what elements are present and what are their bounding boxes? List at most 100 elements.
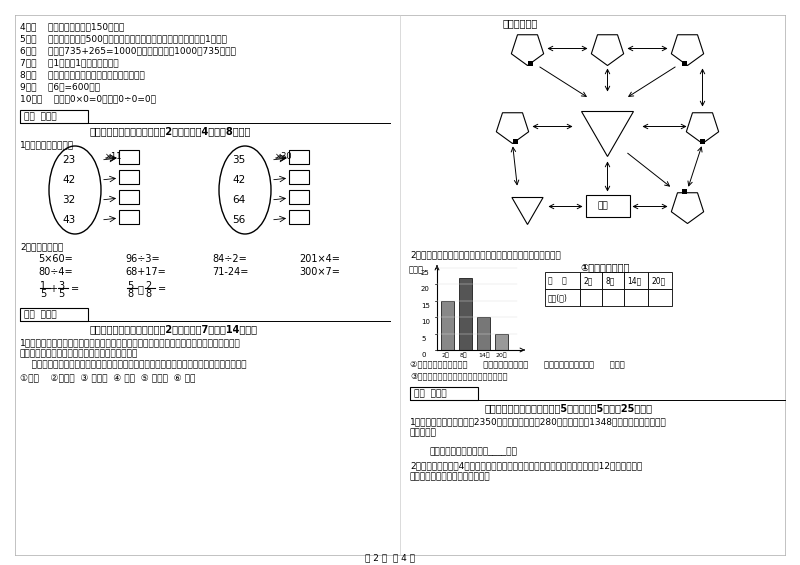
Text: 8时: 8时 xyxy=(460,352,468,358)
Text: 书多少本？: 书多少本？ xyxy=(410,428,437,437)
Text: 14时: 14时 xyxy=(478,352,490,358)
Text: ③实际算一算，这天的平均气温是多少度？: ③实际算一算，这天的平均气温是多少度？ xyxy=(410,371,507,380)
Bar xyxy=(580,289,602,306)
Text: 1: 1 xyxy=(40,281,46,291)
Bar xyxy=(289,210,309,224)
Bar xyxy=(459,278,472,350)
Text: 手工纸比小伟的大多少平方厘米？: 手工纸比小伟的大多少平方厘米？ xyxy=(410,472,490,481)
Text: ①狮山    ②熊猫馆  ③ 飞禽馆  ④ 猴园  ⑤ 大象馆  ⑥ 鱼馆: ①狮山 ②熊猫馆 ③ 飞禽馆 ④ 猴园 ⑤ 大象馆 ⑥ 鱼馆 xyxy=(20,373,195,382)
Bar xyxy=(545,289,580,306)
Text: 2时: 2时 xyxy=(442,352,450,358)
Polygon shape xyxy=(496,113,529,144)
Bar xyxy=(682,189,687,194)
Text: 6．（    ）根据735+265=1000，可以直接写出1000－735的差．: 6．（ ）根据735+265=1000，可以直接写出1000－735的差． xyxy=(20,46,236,55)
Text: 300×7=: 300×7= xyxy=(299,267,340,277)
Polygon shape xyxy=(582,111,634,157)
Bar xyxy=(119,170,139,184)
Text: 5: 5 xyxy=(58,289,64,299)
Bar xyxy=(648,289,672,306)
Text: 馆和鱼馆的场地分别在动物园的东北角和西北角。: 馆和鱼馆的场地分别在动物园的东北角和西北角。 xyxy=(20,349,138,358)
Text: 气温(度): 气温(度) xyxy=(548,293,568,302)
Text: 8时: 8时 xyxy=(605,276,614,285)
Bar xyxy=(528,61,533,66)
Text: ×11: ×11 xyxy=(105,152,122,161)
Text: 20时: 20时 xyxy=(651,276,666,285)
Text: 8．（    ）长方形的周长就是它四条边长度的和．: 8．（ ）长方形的周长就是它四条边长度的和． xyxy=(20,70,145,79)
Text: 答：现在图书室有故事书____本。: 答：现在图书室有故事书____本。 xyxy=(430,447,518,456)
Text: 14时: 14时 xyxy=(627,276,642,285)
Text: 2时: 2时 xyxy=(583,276,592,285)
Text: 5．（    ）小明家离学校500米，他每天上学、回家，一个来回一共要走1千米．: 5．（ ）小明家离学校500米，他每天上学、回家，一个来回一共要走1千米． xyxy=(20,34,227,43)
Polygon shape xyxy=(511,34,544,66)
Text: 7．（    ）1吨铁与1吨棉花一样重．: 7．（ ）1吨铁与1吨棉花一样重． xyxy=(20,58,118,67)
Bar xyxy=(477,317,490,350)
Text: 大门: 大门 xyxy=(598,202,608,211)
Text: +: + xyxy=(49,284,57,294)
Polygon shape xyxy=(671,34,704,66)
Text: 1．走进动物园大门，正北面是狮子山和熊猫馆，狮子山的东侧是飞禽馆，西侧是猴园。大象: 1．走进动物园大门，正北面是狮子山和熊猫馆，狮子山的东侧是飞禽馆，西侧是猴园。大… xyxy=(20,338,241,347)
Bar xyxy=(441,301,454,350)
Polygon shape xyxy=(591,34,624,66)
Text: 71-24=: 71-24= xyxy=(212,267,248,277)
Text: －: － xyxy=(137,284,143,294)
Bar xyxy=(119,190,139,204)
Text: ①根据统计图填表: ①根据统计图填表 xyxy=(580,262,630,272)
Bar xyxy=(700,139,705,144)
Text: 64: 64 xyxy=(232,195,246,205)
Text: 1．学校图书室原有故事书2350本，现在又买来了280本，并借出了1348本，现在图书室有故事: 1．学校图书室原有故事书2350本，现在又买来了280本，并借出了1348本，现… xyxy=(410,417,666,426)
Text: 43: 43 xyxy=(62,215,76,225)
FancyBboxPatch shape xyxy=(20,308,88,321)
Text: 时    间: 时 间 xyxy=(548,276,566,285)
Bar xyxy=(119,210,139,224)
Text: 五、认真思考，综合能力（共2小题，每题7分，共14分）。: 五、认真思考，综合能力（共2小题，每题7分，共14分）。 xyxy=(90,324,258,334)
Text: 四、看清题目，细心计算（共2小题，每题4分，共8分）。: 四、看清题目，细心计算（共2小题，每题4分，共8分）。 xyxy=(90,126,251,136)
Text: 得分  评卷人: 得分 评卷人 xyxy=(414,389,446,398)
FancyBboxPatch shape xyxy=(20,110,88,123)
Text: 5: 5 xyxy=(127,281,133,291)
Text: 得分  评卷人: 得分 评卷人 xyxy=(24,112,57,121)
Text: 4．（    ）一本故事书约重150千克．: 4．（ ）一本故事书约重150千克． xyxy=(20,22,124,31)
Text: =: = xyxy=(158,284,166,294)
Text: 10: 10 xyxy=(421,319,430,325)
Text: 56: 56 xyxy=(232,215,246,225)
Text: 42: 42 xyxy=(62,175,76,185)
Bar xyxy=(513,139,518,144)
Text: （度）: （度） xyxy=(409,265,424,274)
Bar xyxy=(624,289,648,306)
Bar xyxy=(289,150,309,164)
Text: 84÷2=: 84÷2= xyxy=(212,254,246,264)
Text: 5: 5 xyxy=(40,289,46,299)
Text: 32: 32 xyxy=(62,195,76,205)
Text: 35: 35 xyxy=(232,155,246,165)
Text: 20: 20 xyxy=(421,286,430,293)
Text: 2: 2 xyxy=(145,281,151,291)
Ellipse shape xyxy=(49,146,101,234)
Bar xyxy=(495,333,508,350)
Text: =: = xyxy=(71,284,79,294)
Bar xyxy=(289,170,309,184)
Bar xyxy=(586,194,630,216)
Text: 2．直接写得数。: 2．直接写得数。 xyxy=(20,242,63,251)
Text: 5: 5 xyxy=(421,336,426,342)
Text: 42: 42 xyxy=(232,175,246,185)
Text: 第 2 页  共 4 页: 第 2 页 共 4 页 xyxy=(365,553,415,562)
Text: ②这一天的最高气温是（      ）度，最低气温是（      ）度，平均气温大约（      ）度。: ②这一天的最高气温是（ ）度，最低气温是（ ）度，平均气温大约（ ）度。 xyxy=(410,360,625,369)
Text: 3: 3 xyxy=(58,281,64,291)
Bar xyxy=(545,272,580,289)
Text: ×30: ×30 xyxy=(275,152,293,161)
Text: 2．下面是气温自测仪上记录的某天四个不同时间的气温情况：: 2．下面是气温自测仪上记录的某天四个不同时间的气温情况： xyxy=(410,250,561,259)
Text: 201×4=: 201×4= xyxy=(299,254,340,264)
Text: 68+17=: 68+17= xyxy=(125,267,166,277)
Ellipse shape xyxy=(219,146,271,234)
Text: 8: 8 xyxy=(127,289,133,299)
Bar xyxy=(682,61,687,66)
Text: 20时: 20时 xyxy=(496,352,508,358)
Text: 得分  评卷人: 得分 评卷人 xyxy=(24,310,57,319)
Polygon shape xyxy=(686,113,718,144)
Bar xyxy=(624,272,648,289)
Polygon shape xyxy=(512,198,543,224)
Text: 10．（    ）因为0×0=0，所以0÷0=0．: 10．（ ）因为0×0=0，所以0÷0=0． xyxy=(20,94,156,103)
Text: 25: 25 xyxy=(421,270,430,276)
Text: 六、活用知识，解决问题（共5小题，每题5分，共25分）。: 六、活用知识，解决问题（共5小题，每题5分，共25分）。 xyxy=(485,403,653,413)
Bar xyxy=(648,272,672,289)
